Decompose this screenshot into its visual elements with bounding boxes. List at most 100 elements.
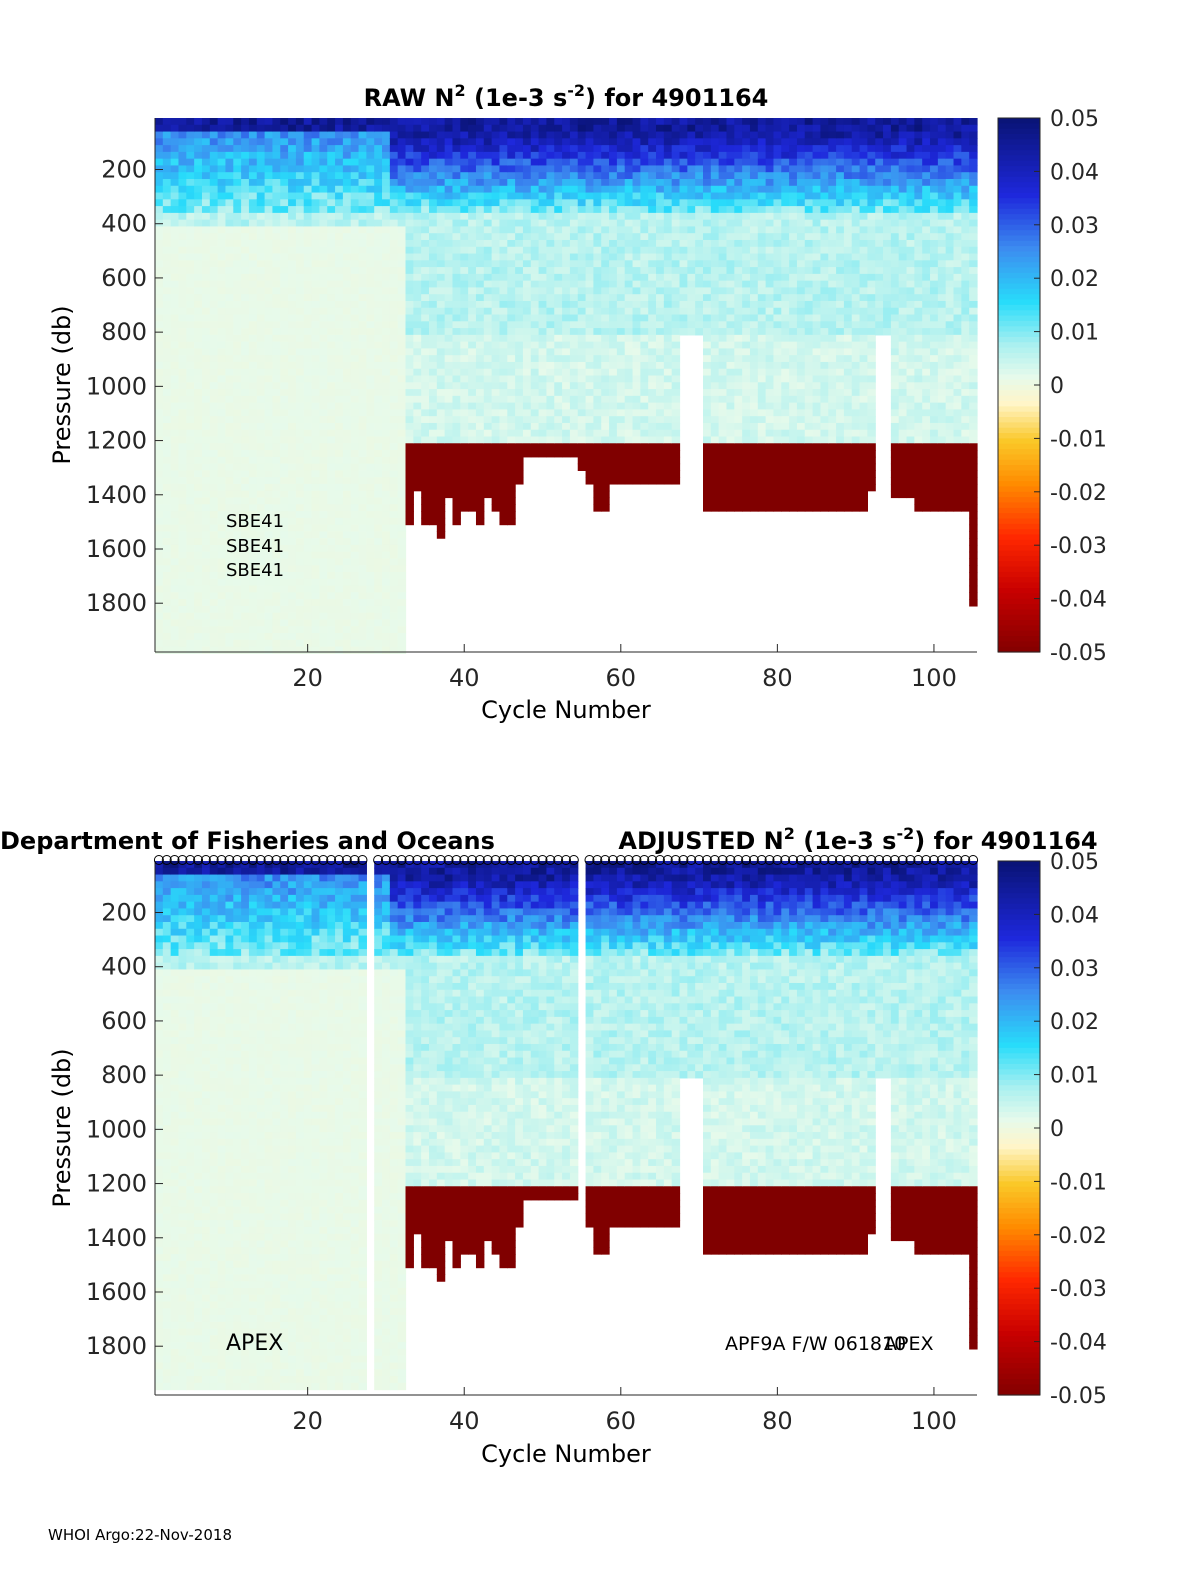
- heatmap-cell: [389, 253, 399, 261]
- heatmap-cell: [358, 477, 367, 485]
- heatmap-cell: [695, 233, 704, 241]
- heatmap-cell: [726, 239, 735, 248]
- heatmap-cell: [444, 294, 454, 302]
- heatmap-cell: [350, 626, 360, 634]
- heatmap-cell: [256, 273, 266, 282]
- heatmap-cell: [703, 321, 712, 329]
- heatmap-cell: [335, 646, 344, 654]
- heatmap-cell: [186, 361, 195, 370]
- heatmap-cell: [468, 463, 477, 471]
- heatmap-cell: [350, 287, 360, 295]
- heatmap-cell: [710, 172, 720, 180]
- heatmap-cell: [703, 138, 712, 146]
- heatmap-cell: [593, 456, 602, 465]
- heatmap-cell: [562, 402, 571, 410]
- heatmap-cell: [319, 395, 328, 404]
- heatmap-cell: [491, 178, 501, 187]
- heatmap-cell: [248, 389, 258, 397]
- heatmap-cell: [609, 321, 618, 329]
- heatmap-cell: [170, 118, 180, 126]
- heatmap-cell: [303, 239, 313, 248]
- heatmap-cell: [155, 361, 164, 370]
- heatmap-cell: [491, 300, 501, 309]
- heatmap-cell: [382, 565, 391, 573]
- heatmap-cell: [233, 253, 242, 261]
- heatmap-cell: [303, 124, 313, 133]
- heatmap-cell: [640, 341, 649, 350]
- heatmap-cell: [663, 470, 673, 478]
- heatmap-cell: [444, 456, 454, 465]
- heatmap-cell: [295, 544, 305, 553]
- heatmap-cell: [397, 605, 407, 614]
- heatmap-cell: [225, 246, 234, 255]
- heatmap-cell: [452, 246, 461, 255]
- heatmap-cell: [522, 253, 532, 261]
- heatmap-cell: [256, 145, 266, 153]
- heatmap-cell: [303, 321, 313, 329]
- heatmap-cell: [382, 348, 391, 356]
- heatmap-cell: [569, 450, 579, 458]
- heatmap-cell: [562, 395, 571, 404]
- heatmap-cell: [609, 185, 618, 194]
- heatmap-cell: [170, 172, 180, 180]
- heatmap-cell: [327, 511, 336, 519]
- heatmap-cell: [155, 605, 164, 614]
- heatmap-cell: [382, 633, 391, 641]
- heatmap-cell: [397, 151, 407, 160]
- heatmap-cell: [248, 416, 258, 424]
- heatmap-cell: [327, 517, 336, 526]
- heatmap-cell: [186, 131, 195, 139]
- heatmap-cell: [155, 450, 164, 458]
- heatmap-cell: [209, 158, 219, 167]
- heatmap-cell: [444, 178, 454, 187]
- heatmap-cell: [303, 456, 313, 465]
- heatmap-cell: [413, 185, 422, 194]
- heatmap-cell: [194, 626, 203, 634]
- heatmap-cell: [577, 402, 587, 410]
- heatmap-cell: [209, 633, 219, 641]
- heatmap-cell: [155, 145, 164, 153]
- heatmap-cell: [233, 368, 242, 377]
- heatmap-cell: [515, 300, 524, 309]
- heatmap-cell: [194, 294, 203, 302]
- heatmap-cell: [233, 151, 242, 160]
- heatmap-cell: [272, 165, 281, 173]
- heatmap-cell: [734, 395, 743, 404]
- heatmap-cell: [554, 382, 563, 390]
- heatmap-cell: [311, 226, 320, 234]
- heatmap-cell: [327, 253, 336, 261]
- heatmap-cell: [632, 260, 641, 268]
- heatmap-cell: [256, 348, 266, 356]
- heatmap-cell: [319, 124, 328, 133]
- heatmap-cell: [609, 443, 618, 451]
- heatmap-cell: [241, 273, 250, 282]
- heatmap-cell: [687, 280, 696, 289]
- heatmap-cell: [609, 463, 618, 471]
- heatmap-cell: [248, 490, 258, 499]
- heatmap-cell: [593, 402, 602, 410]
- heatmap-cell: [264, 544, 274, 553]
- heatmap-cell: [233, 192, 242, 200]
- heatmap-cell: [382, 429, 391, 438]
- heatmap-cell: [569, 368, 579, 377]
- heatmap-cell: [515, 138, 524, 146]
- heatmap-cell: [413, 355, 422, 363]
- heatmap-cell: [241, 456, 250, 465]
- heatmap-cell: [303, 375, 313, 383]
- heatmap-cell: [256, 328, 266, 336]
- heatmap-cell: [194, 375, 203, 383]
- heatmap-cell: [374, 382, 383, 390]
- heatmap-cell: [209, 497, 219, 505]
- heatmap-cell: [522, 260, 532, 268]
- heatmap-cell: [429, 307, 438, 316]
- heatmap-cell: [327, 639, 336, 648]
- heatmap-cell: [491, 361, 501, 370]
- heatmap-cell: [475, 416, 485, 424]
- heatmap-cell: [585, 409, 594, 417]
- heatmap-cell: [382, 233, 391, 241]
- heatmap-cell: [311, 361, 320, 370]
- heatmap-cell: [609, 348, 618, 356]
- heatmap-cell: [569, 199, 579, 207]
- heatmap-cell: [687, 165, 696, 173]
- heatmap-cell: [491, 321, 501, 329]
